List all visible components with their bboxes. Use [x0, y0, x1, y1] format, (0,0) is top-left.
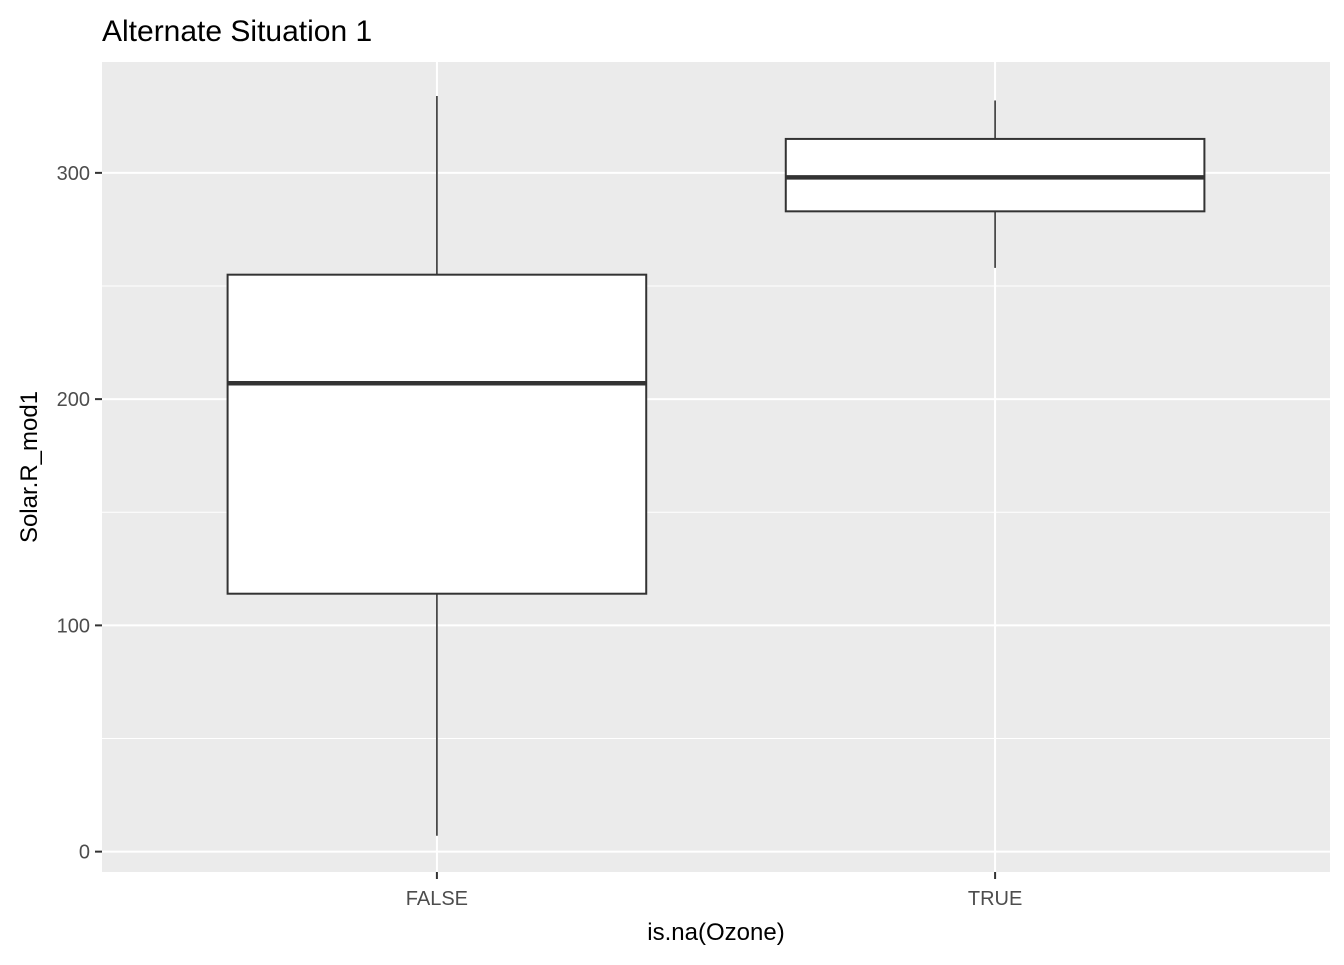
box-false [226, 95, 648, 836]
x-axis-title: is.na(Ozone) [647, 919, 784, 946]
y-tick-label: 100 [57, 615, 90, 637]
box-true [784, 100, 1206, 268]
y-axis-title: Solar.R_mod1 [16, 391, 43, 543]
y-tick-label: 300 [57, 163, 90, 185]
y-tick-label: 200 [57, 389, 90, 411]
box-body [784, 137, 1206, 213]
chart-title: Alternate Situation 1 [102, 15, 372, 48]
x-tick-label: TRUE [968, 888, 1022, 910]
boxes-layer [226, 95, 1206, 836]
box-body [226, 273, 648, 595]
x-tick-label: FALSE [406, 888, 468, 910]
y-axis: 0 100 200 300 [57, 163, 102, 864]
x-axis: FALSE TRUE [406, 872, 1022, 910]
y-tick-label: 0 [79, 842, 90, 864]
